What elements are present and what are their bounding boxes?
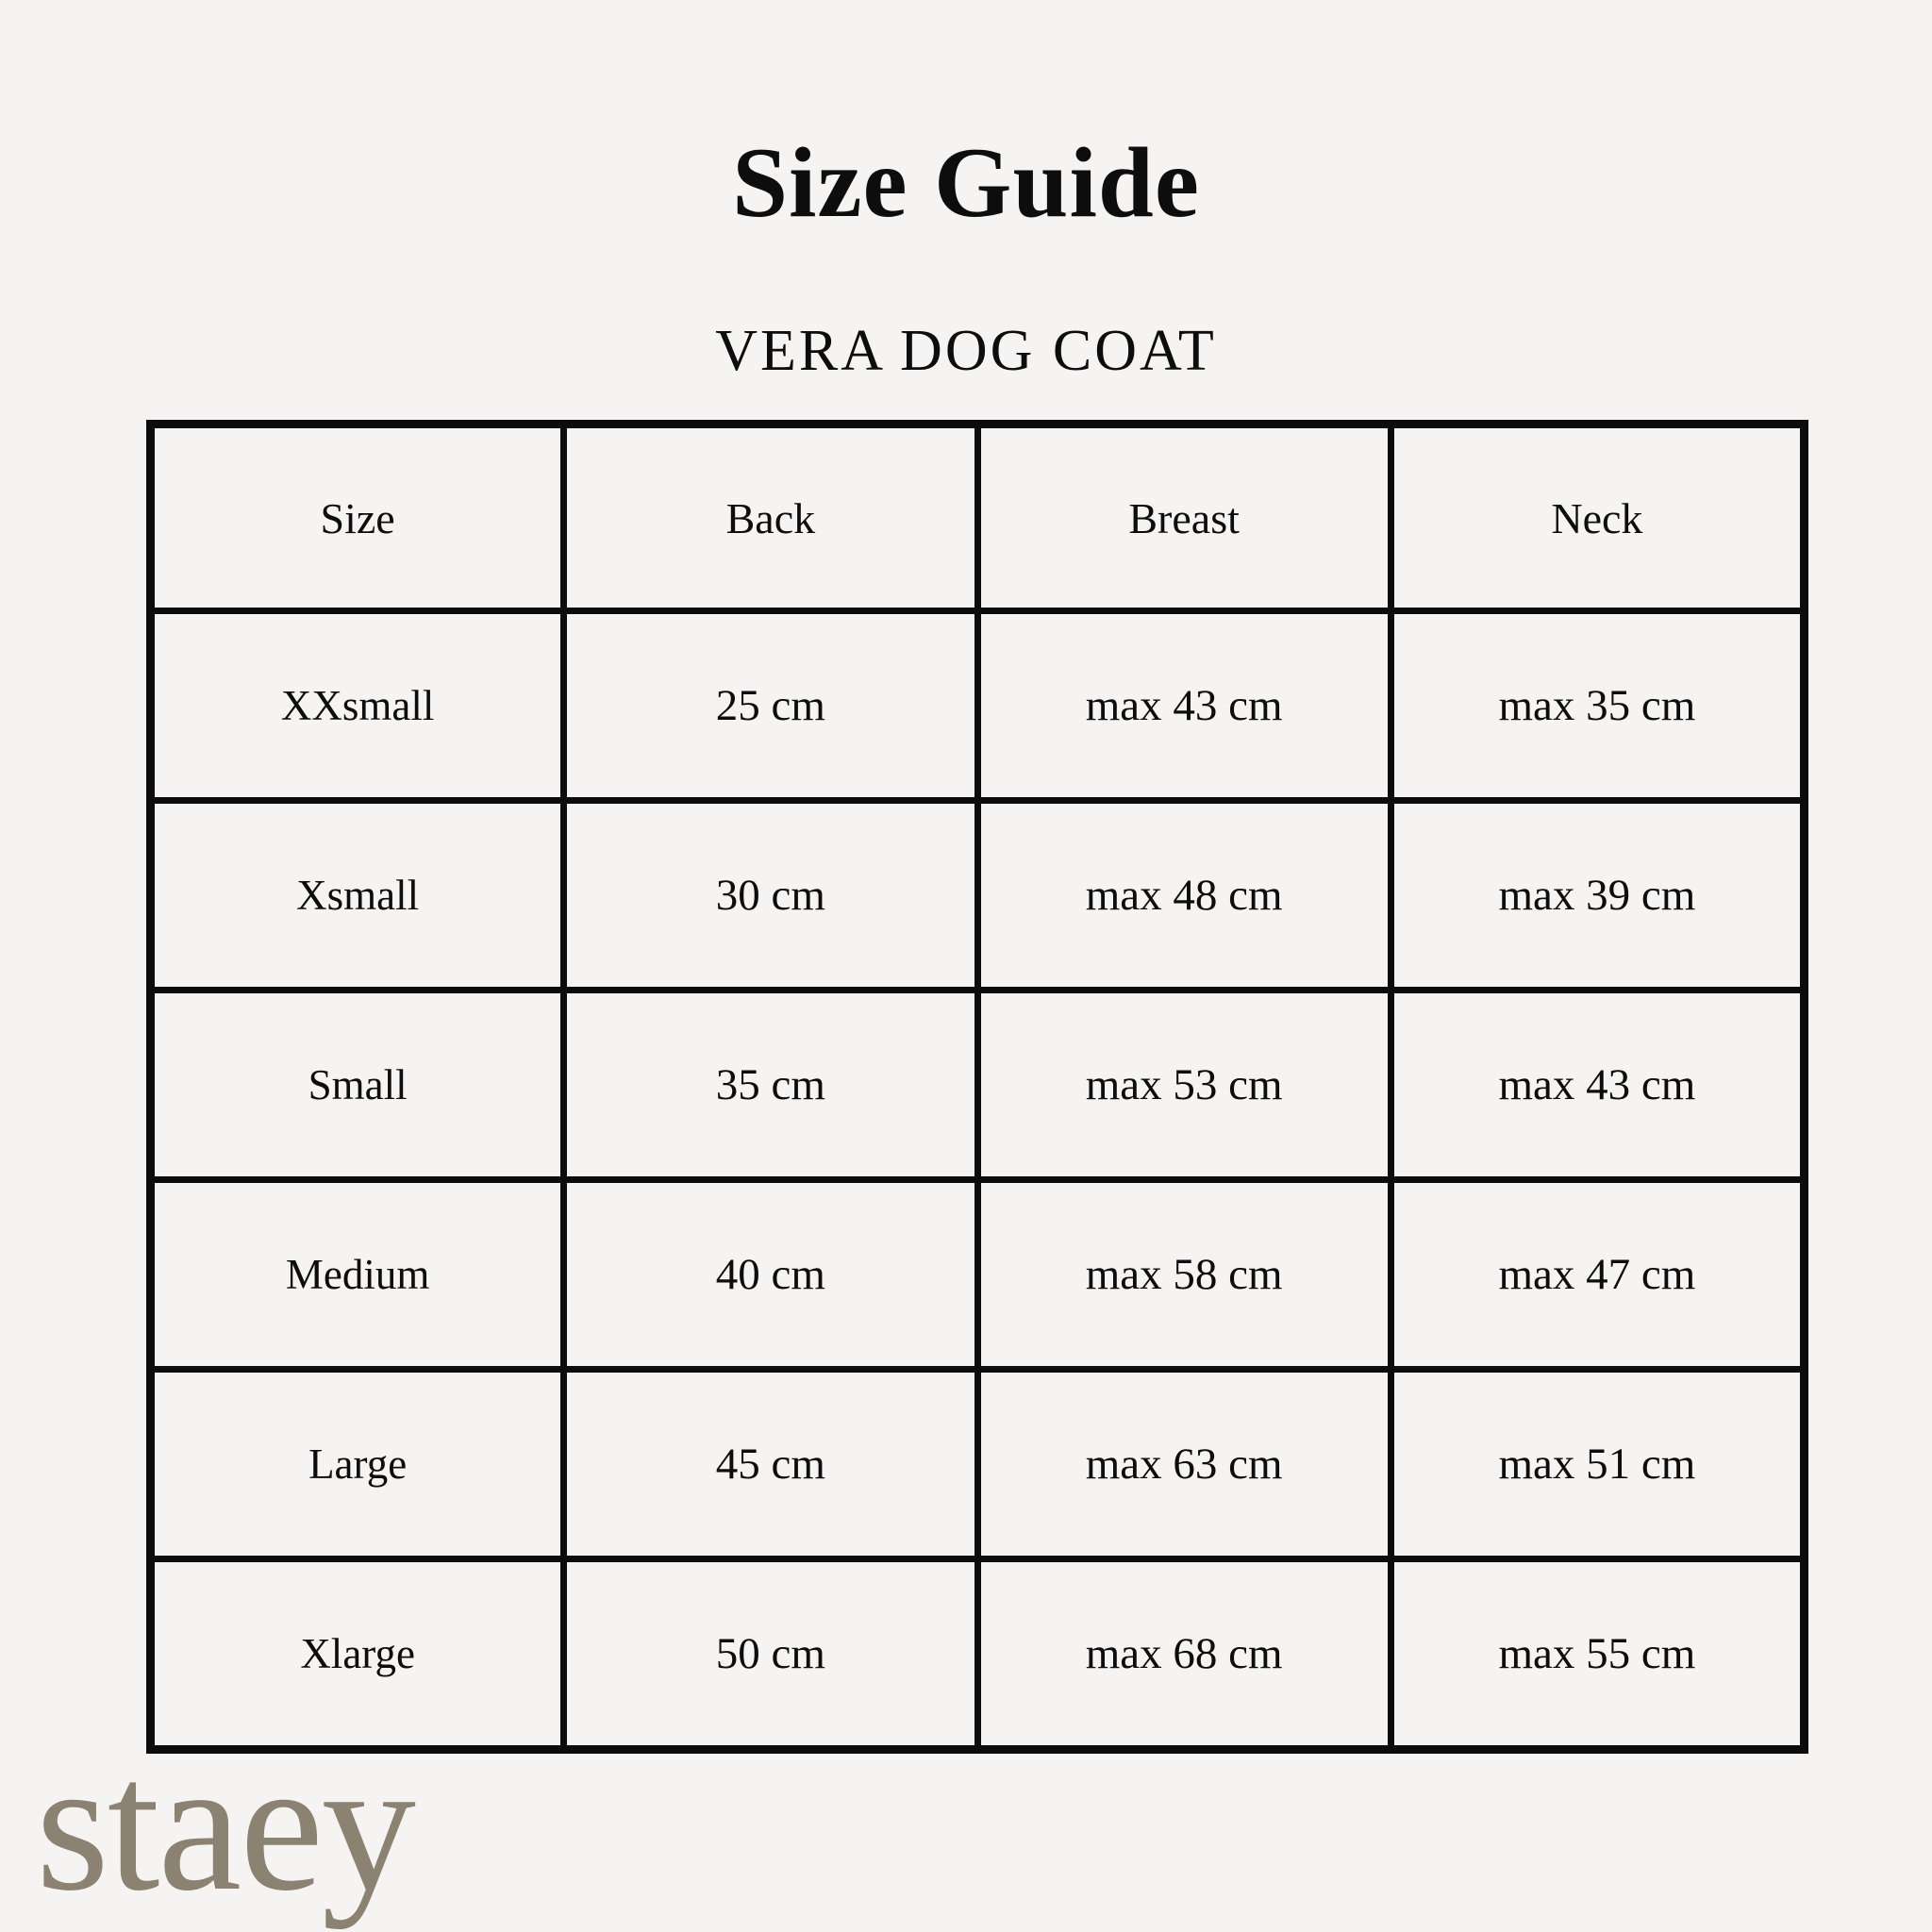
cell-breast: max 63 cm xyxy=(974,1366,1394,1562)
cell-breast: max 43 cm xyxy=(974,608,1394,804)
cell-neck: max 47 cm xyxy=(1387,1176,1808,1373)
cell-breast: max 53 cm xyxy=(974,987,1394,1183)
product-subtitle: VERA DOG COAT xyxy=(715,319,1217,384)
column-header-breast: Breast xyxy=(974,421,1394,614)
table-row: Large 45 cm max 63 cm max 51 cm xyxy=(146,1366,1808,1562)
cell-back: 50 cm xyxy=(560,1556,981,1753)
cell-breast: max 68 cm xyxy=(974,1556,1394,1753)
cell-neck: max 35 cm xyxy=(1387,608,1808,804)
cell-size: Small xyxy=(146,987,568,1183)
cell-size: Xsmall xyxy=(146,797,568,993)
table-row: Xlarge 50 cm max 68 cm max 55 cm xyxy=(146,1556,1808,1753)
cell-breast: max 48 cm xyxy=(974,797,1394,993)
cell-back: 25 cm xyxy=(560,608,981,804)
table-header-row: Size Back Breast Neck xyxy=(146,421,1808,614)
brand-logo: staey xyxy=(36,1722,416,1930)
page-title: Size Guide xyxy=(732,127,1200,239)
size-guide-table: Size Back Breast Neck XXsmall 25 cm max 43 cm… xyxy=(146,420,1808,1754)
cell-back: 40 cm xyxy=(560,1176,981,1373)
table-row: XXsmall 25 cm max 43 cm max 35 cm xyxy=(146,608,1808,804)
cell-size: XXsmall xyxy=(146,608,568,804)
cell-neck: max 51 cm xyxy=(1387,1366,1808,1562)
column-header-neck: Neck xyxy=(1387,421,1808,614)
table-body: XXsmall 25 cm max 43 cm max 35 cm Xsmall 30 c… xyxy=(146,608,1808,1753)
cell-neck: max 39 cm xyxy=(1387,797,1808,993)
cell-size: Large xyxy=(146,1366,568,1562)
table-row: Xsmall 30 cm max 48 cm max 39 cm xyxy=(146,797,1808,993)
column-header-back: Back xyxy=(560,421,981,614)
column-header-size: Size xyxy=(146,421,568,614)
cell-neck: max 43 cm xyxy=(1387,987,1808,1183)
cell-back: 35 cm xyxy=(560,987,981,1183)
cell-back: 30 cm xyxy=(560,797,981,993)
cell-back: 45 cm xyxy=(560,1366,981,1562)
cell-breast: max 58 cm xyxy=(974,1176,1394,1373)
cell-size: Xlarge xyxy=(146,1556,568,1753)
cell-size: Medium xyxy=(146,1176,568,1373)
table-row: Medium 40 cm max 58 cm max 47 cm xyxy=(146,1176,1808,1373)
table-header: Size Back Breast Neck xyxy=(146,421,1808,614)
table-row: Small 35 cm max 53 cm max 43 cm xyxy=(146,987,1808,1183)
cell-neck: max 55 cm xyxy=(1387,1556,1808,1753)
